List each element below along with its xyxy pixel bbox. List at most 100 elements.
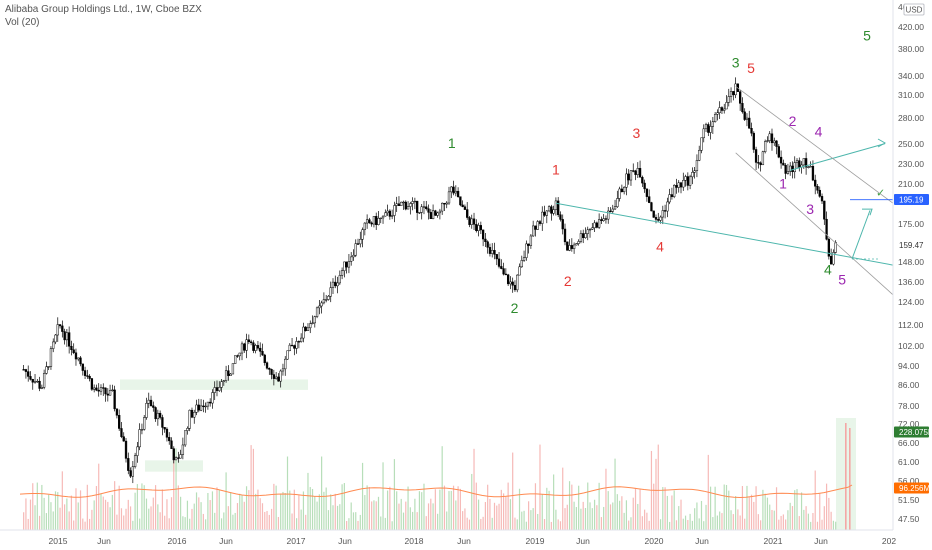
volume-bar — [57, 492, 59, 530]
x-tick-label: Jun — [814, 536, 828, 546]
candle-body — [668, 194, 671, 203]
candle-body — [170, 440, 173, 449]
volume-bar — [725, 484, 728, 530]
volume-bar — [334, 493, 336, 530]
volume-bar — [564, 508, 566, 530]
volume-bar — [669, 521, 671, 530]
candle-body — [743, 111, 746, 120]
volume-bar — [821, 519, 823, 530]
candle-body — [682, 180, 685, 188]
volume-bar — [764, 493, 766, 530]
candle-body — [618, 188, 621, 199]
volume-bar — [514, 517, 516, 530]
volume-bar — [302, 491, 305, 530]
candle-body — [327, 295, 330, 300]
candle-body — [133, 455, 137, 467]
volume-bar — [571, 484, 573, 530]
volume-indicator-label: Vol (20) — [5, 17, 40, 28]
volume-bar — [266, 510, 268, 530]
candle-body — [115, 408, 119, 416]
candle-body — [566, 241, 569, 251]
volume-bar — [202, 513, 204, 530]
volume-bar — [82, 518, 84, 530]
candle-body — [622, 187, 626, 193]
candle-body — [645, 188, 649, 197]
volume-bar — [139, 518, 141, 530]
volume-bar — [23, 512, 25, 530]
candle-body — [318, 305, 321, 309]
candle-body — [829, 256, 833, 265]
volume-bar — [657, 444, 659, 530]
volume-bar — [186, 500, 189, 530]
candle-body — [320, 302, 323, 307]
volume-bar — [177, 485, 179, 530]
candle-body — [561, 219, 564, 230]
projection-line — [851, 210, 871, 260]
candle-body — [691, 172, 694, 178]
volume-bar — [805, 506, 807, 530]
volume-bar — [578, 485, 580, 530]
volume-bar — [25, 498, 27, 530]
candle-body — [411, 201, 414, 204]
volume-bar — [43, 497, 45, 530]
candle-body — [52, 341, 55, 349]
volume-bar — [566, 504, 568, 530]
candle-body — [220, 381, 223, 388]
volume-bar — [189, 518, 191, 530]
candle-body — [36, 380, 39, 383]
candle-body — [45, 366, 48, 374]
candle-body — [79, 357, 82, 365]
y-tick-label: 310.00 — [898, 90, 924, 100]
candle-body — [131, 466, 134, 477]
volume-bar — [771, 509, 773, 530]
candles — [22, 77, 837, 484]
y-tick-label: 47.50 — [898, 514, 920, 524]
arrow-head — [877, 138, 887, 148]
volume-bar — [541, 494, 543, 530]
volume-bar — [598, 482, 600, 530]
volume-bar — [616, 494, 618, 530]
volume-bar — [807, 513, 809, 530]
volume-bar — [300, 509, 302, 530]
candle-body — [663, 210, 667, 212]
y-tick-label: 420.00 — [898, 22, 924, 32]
candle-body — [720, 107, 724, 111]
candle-body — [188, 409, 191, 429]
wave-label: 2 — [789, 113, 797, 129]
volume-bar — [425, 516, 427, 530]
candle-body — [102, 387, 105, 389]
candle-body — [215, 387, 219, 391]
candle-body — [163, 427, 166, 430]
volume-bar — [311, 488, 314, 530]
volume-bar — [780, 515, 782, 530]
candle-body — [779, 156, 783, 164]
y-tick-label: 210.00 — [898, 179, 924, 189]
volume-bar — [625, 500, 628, 530]
volume-bar — [195, 492, 198, 530]
candle-body — [261, 351, 264, 356]
candle-body — [527, 243, 530, 246]
volume-bar — [662, 487, 664, 530]
candle-body — [309, 323, 312, 329]
candle-body — [300, 337, 303, 343]
volume-bar — [493, 502, 496, 530]
volume-bar — [259, 498, 261, 530]
candle-body — [484, 238, 487, 242]
wave-label: 5 — [838, 271, 846, 287]
candle-body — [209, 401, 212, 404]
volume-bar — [93, 500, 95, 530]
volume-bar — [500, 489, 502, 530]
candle-body — [609, 210, 612, 213]
candle-body — [472, 218, 476, 225]
volume-bar — [798, 516, 800, 530]
volume-bar — [84, 521, 86, 530]
candle-body — [365, 219, 369, 224]
volume-ma-line — [19, 484, 853, 499]
volume-bar — [346, 521, 348, 530]
candle-body — [816, 185, 819, 191]
candle-body — [63, 331, 66, 341]
candle-body — [643, 182, 646, 190]
candle-body — [186, 428, 189, 431]
candle-body — [584, 233, 587, 239]
